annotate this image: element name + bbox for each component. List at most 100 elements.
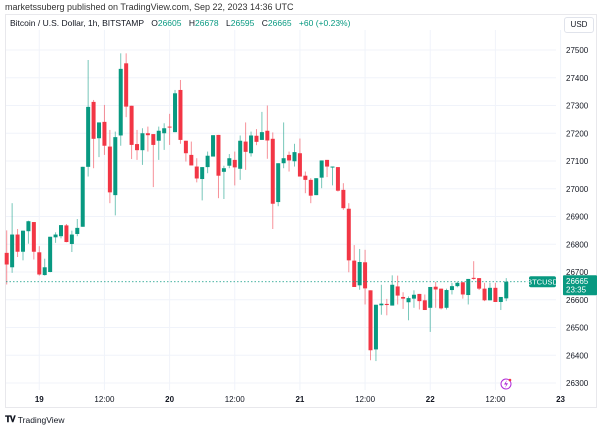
candle[interactable] — [314, 178, 319, 196]
candle[interactable] — [178, 79, 183, 144]
candle[interactable] — [189, 141, 194, 166]
candle[interactable] — [183, 140, 188, 162]
candle[interactable] — [444, 288, 449, 310]
candle[interactable] — [384, 298, 389, 316]
candle[interactable] — [460, 282, 465, 299]
candle[interactable] — [37, 246, 42, 276]
candle[interactable] — [259, 111, 264, 140]
candle[interactable] — [167, 113, 172, 145]
candle[interactable] — [325, 159, 330, 178]
candle[interactable] — [86, 59, 91, 177]
candle[interactable] — [91, 99, 96, 169]
candle[interactable] — [129, 105, 134, 160]
candle[interactable] — [48, 236, 53, 273]
candle[interactable] — [151, 134, 156, 188]
candle[interactable] — [449, 282, 454, 295]
candle[interactable] — [243, 122, 248, 170]
candle[interactable] — [102, 104, 107, 155]
candle[interactable] — [357, 248, 362, 290]
candle[interactable] — [145, 126, 150, 152]
candle[interactable] — [59, 225, 63, 239]
candle[interactable] — [422, 294, 427, 311]
candle[interactable] — [341, 183, 346, 210]
candle[interactable] — [368, 290, 373, 361]
candle-body — [297, 153, 302, 177]
candle[interactable] — [249, 131, 254, 157]
candle[interactable] — [477, 278, 482, 291]
candle[interactable] — [205, 151, 210, 174]
candle[interactable] — [97, 122, 102, 158]
candle[interactable] — [428, 286, 433, 332]
candle[interactable] — [173, 89, 178, 133]
candle[interactable] — [395, 275, 400, 305]
candle[interactable] — [292, 143, 297, 167]
candle[interactable] — [276, 163, 281, 207]
candle[interactable] — [352, 245, 357, 287]
candle[interactable] — [221, 165, 226, 200]
candle[interactable] — [216, 134, 221, 199]
candle[interactable] — [406, 296, 411, 321]
candle[interactable] — [64, 223, 69, 243]
candle[interactable] — [346, 203, 351, 273]
candle[interactable] — [471, 261, 476, 280]
candle[interactable] — [373, 304, 378, 362]
candle[interactable] — [162, 123, 167, 150]
candle[interactable] — [42, 258, 47, 276]
candle[interactable] — [401, 292, 406, 309]
candle[interactable] — [498, 296, 503, 311]
candle[interactable] — [69, 230, 74, 253]
candle[interactable] — [319, 160, 324, 189]
candle[interactable] — [238, 135, 243, 180]
candle[interactable] — [232, 151, 237, 186]
candle[interactable] — [493, 282, 498, 302]
candle[interactable] — [140, 128, 145, 165]
candle[interactable] — [254, 129, 259, 146]
candle[interactable] — [390, 275, 395, 306]
candle[interactable] — [379, 284, 384, 315]
candle[interactable] — [297, 138, 302, 177]
candle[interactable] — [156, 126, 161, 160]
candle[interactable] — [10, 203, 15, 273]
candle[interactable] — [411, 290, 416, 308]
candle-body — [189, 154, 194, 166]
candle[interactable] — [15, 228, 20, 258]
candle[interactable] — [113, 131, 118, 216]
candle[interactable] — [118, 53, 123, 146]
candle[interactable] — [466, 278, 471, 305]
candle[interactable] — [335, 167, 340, 192]
candle[interactable] — [200, 167, 205, 201]
candle[interactable] — [308, 178, 313, 204]
candle[interactable] — [4, 230, 9, 285]
candle[interactable] — [26, 220, 31, 244]
candle[interactable] — [107, 129, 112, 204]
candle[interactable] — [330, 166, 335, 186]
lightning-icon[interactable] — [500, 378, 512, 390]
candle[interactable] — [433, 281, 438, 308]
candle[interactable] — [80, 166, 85, 227]
candle[interactable] — [417, 293, 422, 310]
candle[interactable] — [227, 154, 232, 169]
candle[interactable] — [487, 282, 492, 301]
candle[interactable] — [265, 105, 270, 159]
candle[interactable] — [75, 218, 80, 237]
candle[interactable] — [20, 230, 25, 261]
candle[interactable] — [455, 281, 460, 288]
candle[interactable] — [194, 158, 199, 183]
candle[interactable] — [363, 249, 368, 305]
candle[interactable] — [124, 53, 129, 118]
footer-brand[interactable]: 𝐓𝐕 TradingView — [5, 414, 65, 425]
candle[interactable] — [504, 278, 509, 302]
candle[interactable] — [281, 122, 286, 169]
candle[interactable] — [439, 288, 444, 310]
currency-button[interactable]: USD — [564, 17, 594, 33]
candle[interactable] — [303, 171, 308, 194]
candle-body — [15, 234, 20, 252]
candle[interactable] — [287, 151, 292, 172]
candle[interactable] — [31, 222, 36, 260]
candle[interactable] — [270, 132, 275, 229]
candle[interactable] — [482, 282, 487, 302]
candle[interactable] — [211, 135, 216, 157]
candle[interactable] — [53, 232, 58, 243]
candle[interactable] — [135, 129, 140, 160]
